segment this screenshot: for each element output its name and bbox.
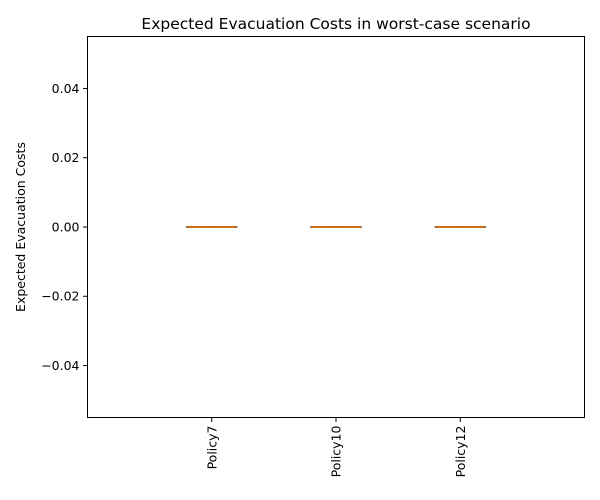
x-tick-label: Policy12 <box>453 426 468 478</box>
y-tick-label: −0.04 <box>41 358 79 373</box>
x-axis-ticks: Policy7 Policy10 Policy12 <box>204 417 468 478</box>
y-tick-label: 0.04 <box>52 81 80 96</box>
box-policy7 <box>186 226 238 228</box>
y-axis-label: Expected Evacuation Costs <box>13 142 28 312</box>
x-tick-label: Policy10 <box>329 425 344 477</box>
plot-area-frame <box>87 36 585 418</box>
y-axis-ticks: −0.04 −0.02 0.00 0.02 0.04 <box>41 81 88 373</box>
y-tick-label: 0.02 <box>52 150 80 165</box>
boxes <box>186 226 486 228</box>
y-tick-label: 0.00 <box>52 219 80 234</box>
y-tick-label: −0.02 <box>41 289 79 304</box>
chart-title: Expected Evacuation Costs in worst-case … <box>141 15 530 33</box>
x-tick-label: Policy7 <box>204 426 219 470</box>
box-policy12 <box>434 226 486 228</box>
box-policy10 <box>310 226 362 228</box>
